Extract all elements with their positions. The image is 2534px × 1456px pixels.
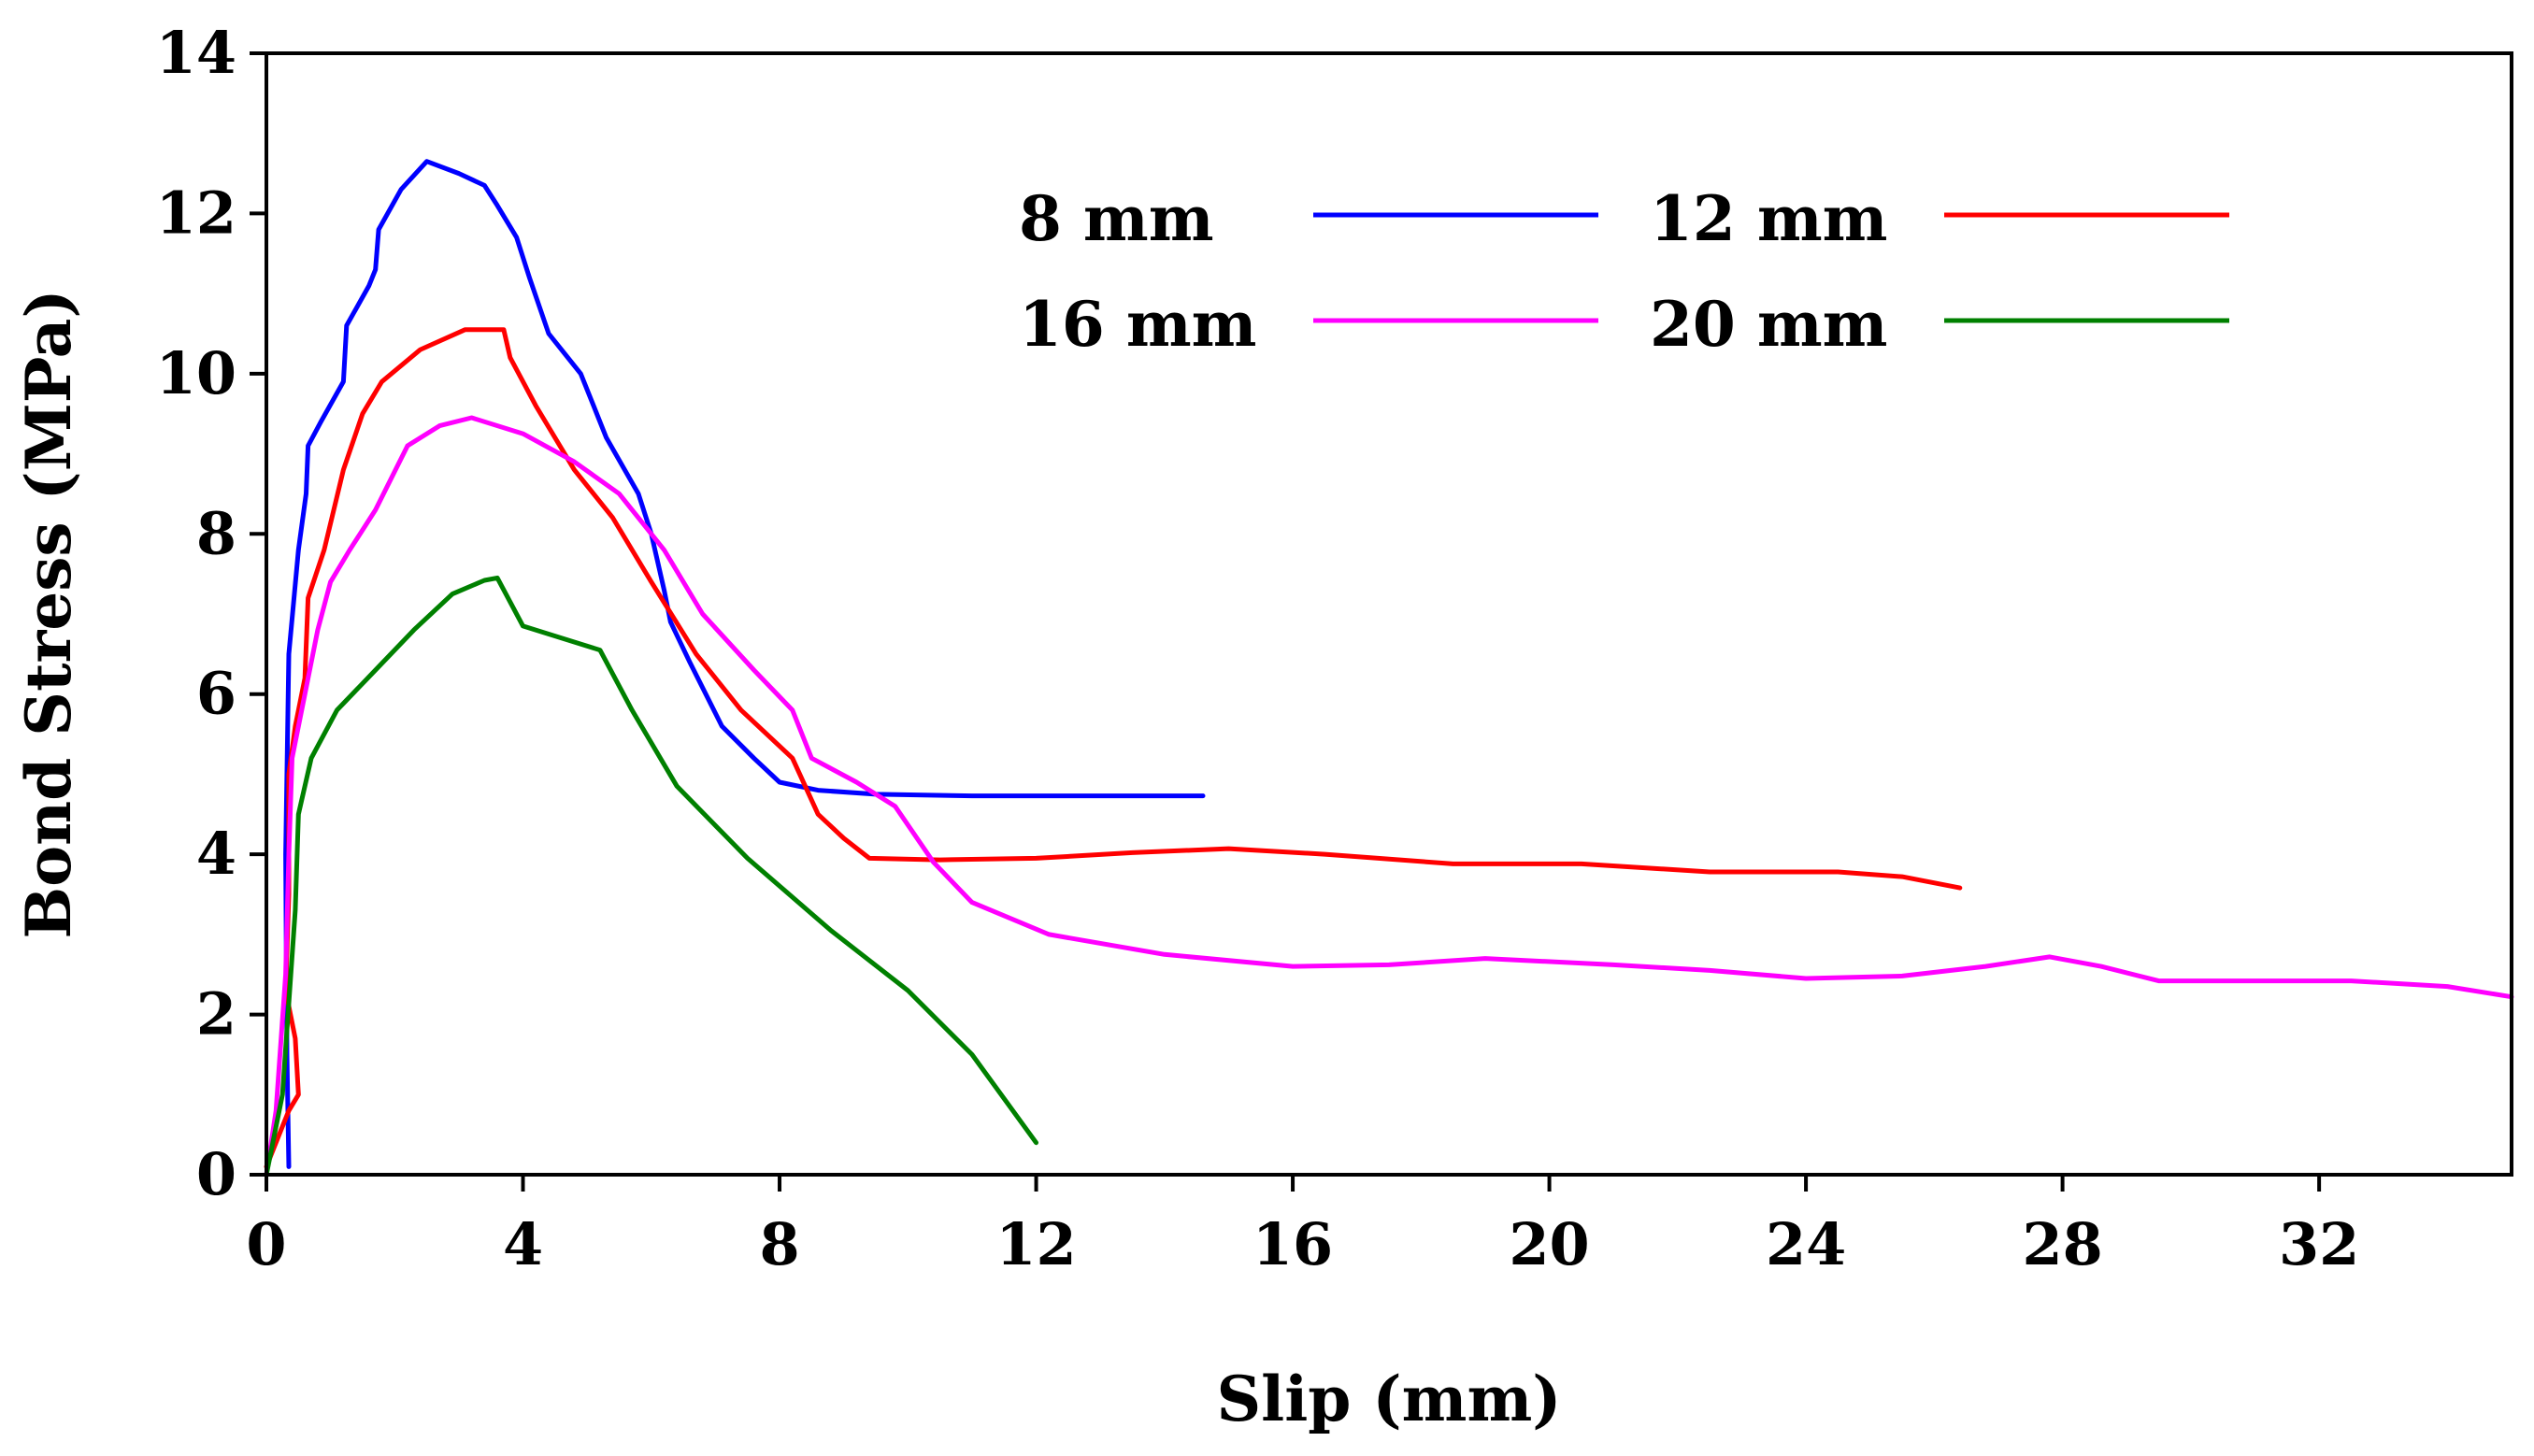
x-tick-label: 28 <box>2022 1210 2102 1278</box>
x-tick-label: 4 <box>503 1210 543 1278</box>
axes-group <box>265 51 2513 1177</box>
x-tick-label: 32 <box>2279 1210 2359 1278</box>
x-tick-label: 12 <box>995 1210 1076 1278</box>
y-tick-label: 8 <box>196 499 236 567</box>
x-tick-label: 0 <box>246 1210 286 1278</box>
series-line-16mm <box>264 415 2514 1178</box>
y-tick-label: 12 <box>156 178 236 247</box>
x-tick-label: 8 <box>759 1210 799 1278</box>
legend-label-12mm: 12 mm <box>1650 182 1888 255</box>
y-axis-title: Bond Stress (MPa) <box>12 289 85 938</box>
plot-frame <box>265 51 2513 1177</box>
x-axis-title: Slip (mm) <box>1216 1363 1561 1435</box>
x-tick-label: 20 <box>1509 1210 1589 1278</box>
y-tick-label: 10 <box>156 339 236 407</box>
y-tick-label: 0 <box>196 1140 236 1208</box>
y-tick-label: 2 <box>196 980 236 1049</box>
y-tick-label: 6 <box>196 660 236 728</box>
series-line-12mm <box>264 327 1963 1169</box>
series-group <box>264 159 2514 1178</box>
legend-label-8mm: 8 mm <box>1019 182 1214 255</box>
x-tick-label: 16 <box>1253 1210 1333 1278</box>
legend: 8 mm 12 mm 16 mm 20 mm <box>1019 182 2229 361</box>
y-tick-label: 4 <box>196 820 236 888</box>
series-line-8mm <box>283 159 1206 1169</box>
legend-label-16mm: 16 mm <box>1019 288 1257 361</box>
x-tick-label: 24 <box>1766 1210 1846 1278</box>
legend-label-20mm: 20 mm <box>1650 288 1888 361</box>
series-line-20mm <box>264 575 1038 1178</box>
y-tick-label: 14 <box>156 19 236 87</box>
